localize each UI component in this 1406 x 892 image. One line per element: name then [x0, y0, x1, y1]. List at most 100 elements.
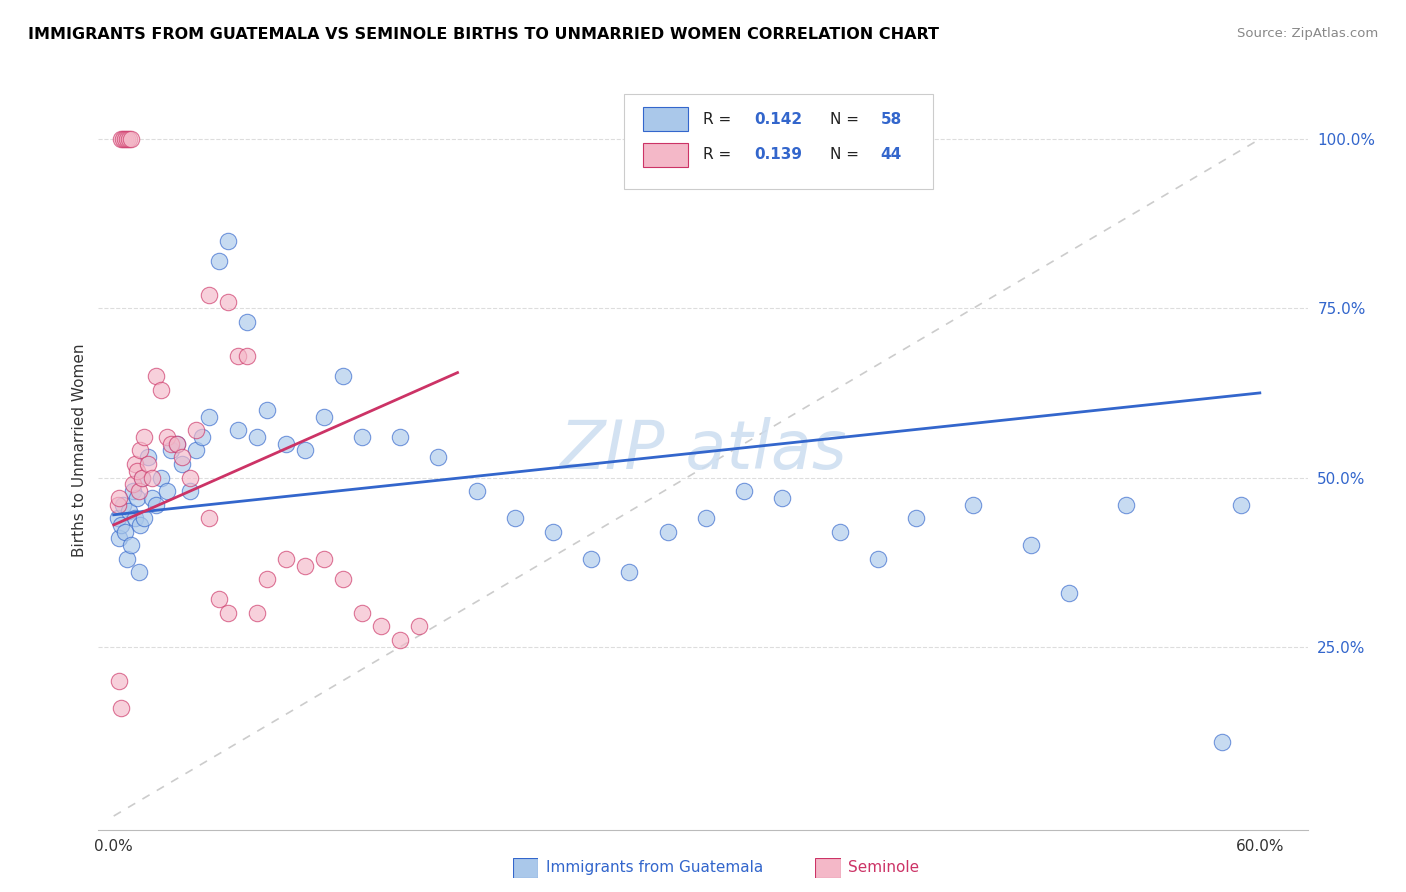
- Point: [129, 517, 152, 532]
- Point: [217, 606, 239, 620]
- Point: [110, 517, 132, 532]
- Point: [125, 464, 148, 478]
- Point: [246, 430, 269, 444]
- Point: [179, 484, 201, 499]
- Point: [1229, 498, 1251, 512]
- Point: [124, 511, 146, 525]
- Point: [581, 551, 603, 566]
- Point: [108, 532, 131, 546]
- Point: [121, 477, 143, 491]
- Point: [190, 430, 212, 444]
- Point: [120, 538, 142, 552]
- Point: [114, 524, 136, 539]
- Point: [128, 566, 150, 580]
- Point: [294, 443, 316, 458]
- Point: [124, 457, 146, 471]
- Point: [118, 504, 141, 518]
- Text: ZIP atlas: ZIP atlas: [560, 417, 846, 483]
- Point: [503, 511, 526, 525]
- Point: [108, 491, 131, 505]
- Point: [904, 511, 927, 525]
- Y-axis label: Births to Unmarried Women: Births to Unmarried Women: [72, 343, 87, 558]
- Point: [1211, 734, 1233, 748]
- Point: [828, 524, 851, 539]
- Text: Seminole: Seminole: [848, 860, 920, 874]
- Text: Immigrants from Guatemala: Immigrants from Guatemala: [546, 860, 763, 874]
- Point: [136, 450, 159, 465]
- Point: [115, 551, 138, 566]
- FancyBboxPatch shape: [624, 95, 932, 189]
- Point: [332, 572, 354, 586]
- Point: [312, 551, 335, 566]
- Point: [866, 551, 889, 566]
- Point: [332, 369, 354, 384]
- Point: [145, 369, 167, 384]
- Point: [274, 551, 297, 566]
- Point: [120, 132, 142, 146]
- Point: [198, 511, 221, 525]
- Text: R =: R =: [703, 147, 737, 162]
- Point: [208, 592, 231, 607]
- Point: [107, 511, 129, 525]
- Text: 0.139: 0.139: [754, 147, 801, 162]
- Point: [733, 484, 755, 499]
- Point: [312, 409, 335, 424]
- Point: [172, 457, 194, 471]
- Point: [465, 484, 488, 499]
- Point: [156, 484, 179, 499]
- Point: [128, 484, 150, 499]
- Point: [1019, 538, 1042, 552]
- Text: 0.142: 0.142: [754, 112, 801, 127]
- Point: [1115, 498, 1137, 512]
- Point: [770, 491, 793, 505]
- Point: [226, 349, 249, 363]
- Point: [150, 470, 173, 484]
- Point: [172, 450, 194, 465]
- Point: [226, 423, 249, 437]
- Point: [166, 436, 188, 450]
- Point: [160, 443, 183, 458]
- Point: [274, 436, 297, 450]
- Point: [695, 511, 717, 525]
- Point: [389, 633, 412, 648]
- Point: [156, 430, 179, 444]
- Point: [112, 498, 135, 512]
- Point: [1057, 585, 1080, 599]
- Point: [110, 700, 132, 714]
- Point: [350, 430, 373, 444]
- Point: [108, 673, 131, 688]
- Point: [389, 430, 412, 444]
- Point: [256, 402, 278, 417]
- Point: [208, 254, 231, 268]
- Point: [541, 524, 564, 539]
- Point: [141, 470, 163, 484]
- Bar: [643, 143, 689, 167]
- Point: [427, 450, 450, 465]
- Bar: [643, 107, 689, 131]
- Point: [408, 619, 430, 633]
- Point: [619, 566, 641, 580]
- Point: [179, 470, 201, 484]
- Text: N =: N =: [830, 112, 863, 127]
- Point: [145, 498, 167, 512]
- Point: [198, 409, 221, 424]
- Point: [184, 423, 207, 437]
- Point: [217, 294, 239, 309]
- Text: 44: 44: [880, 147, 903, 162]
- Point: [118, 132, 141, 146]
- Point: [246, 606, 269, 620]
- Point: [134, 430, 156, 444]
- Point: [184, 443, 207, 458]
- Point: [136, 457, 159, 471]
- Point: [121, 484, 143, 499]
- Point: [150, 383, 173, 397]
- Point: [236, 315, 259, 329]
- Point: [131, 470, 153, 484]
- Text: N =: N =: [830, 147, 863, 162]
- Point: [236, 349, 259, 363]
- Point: [115, 132, 138, 146]
- Point: [125, 491, 148, 505]
- Text: R =: R =: [703, 112, 737, 127]
- Point: [131, 470, 153, 484]
- Point: [110, 132, 132, 146]
